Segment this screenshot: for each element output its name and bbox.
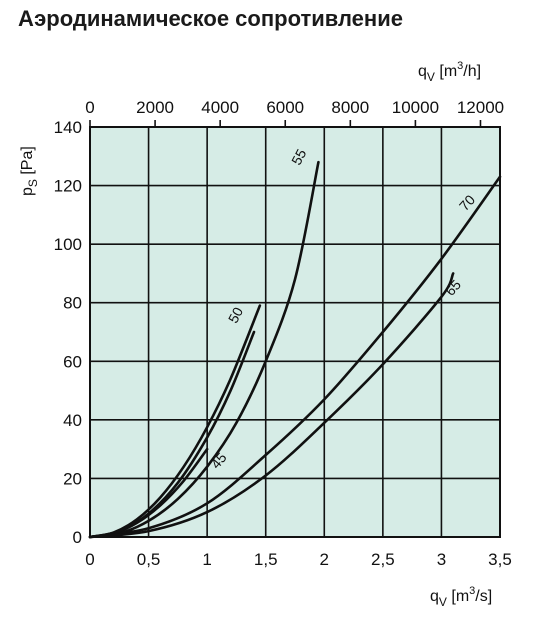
- chart-title: Аэродинамическое сопротивление: [18, 6, 403, 31]
- y-tick-label: 140: [54, 118, 82, 137]
- grid: [89, 126, 501, 538]
- series-line-55: [88, 160, 320, 539]
- series-line-unlabeled: [88, 330, 256, 539]
- curves: [88, 160, 502, 539]
- x2-tick-label: 8000: [331, 98, 369, 117]
- series-line-65: [88, 272, 455, 539]
- x2-tick-label: 4000: [201, 98, 239, 117]
- y-tick-label: 120: [54, 177, 82, 196]
- x2-tick-label: 0: [85, 98, 94, 117]
- x-tick-label: 0,5: [137, 550, 161, 569]
- y-tick-label: 80: [63, 294, 82, 313]
- y-axis-title: pS [Pa]: [19, 146, 40, 196]
- x-tick-label: 0: [85, 550, 94, 569]
- x-tick-label: 1: [202, 550, 211, 569]
- x2-tick-label: 10000: [392, 98, 439, 117]
- plot-frame: [89, 126, 501, 538]
- y-tick-label: 60: [63, 352, 82, 371]
- plot-area: [90, 127, 500, 537]
- x-tick-label: 2,5: [371, 550, 395, 569]
- x2-axis-title: qV [m3/h]: [418, 60, 481, 84]
- x-tick-label: 1,5: [254, 550, 278, 569]
- x-tick-label: 2: [320, 550, 329, 569]
- x-tick-label: 3,5: [488, 550, 512, 569]
- y-tick-label: 100: [54, 235, 82, 254]
- y-tick-label: 40: [63, 411, 82, 430]
- y-tick-label: 20: [63, 469, 82, 488]
- curve-label: 50: [225, 304, 247, 325]
- x2-tick-label: 2000: [136, 98, 174, 117]
- x2-tick-label: 12000: [457, 98, 504, 117]
- curve-label: 55: [288, 146, 310, 167]
- x-axis-title: qV [m3/s]: [430, 585, 492, 609]
- series-line-70: [88, 175, 502, 539]
- x-tick-label: 3: [437, 550, 446, 569]
- y-tick-label: 0: [73, 528, 82, 547]
- x2-tick-label: 6000: [266, 98, 304, 117]
